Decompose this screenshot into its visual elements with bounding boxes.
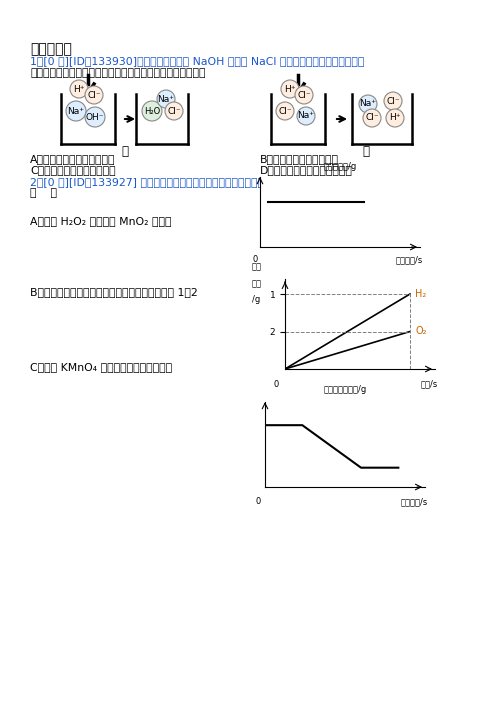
Text: OH⁻: OH⁻ [86, 112, 104, 121]
Text: C．加热 KMnO₄ 制氧气后剩余固体的质量: C．加热 KMnO₄ 制氧气后剩余固体的质量 [30, 362, 172, 372]
Text: Na⁺: Na⁺ [158, 95, 175, 103]
Text: B．水通电分解时正极与负极产生气体的质量比是 1：2: B．水通电分解时正极与负极产生气体的质量比是 1：2 [30, 287, 198, 297]
Circle shape [363, 109, 381, 127]
Text: Cl⁻: Cl⁻ [87, 91, 101, 100]
Circle shape [295, 86, 313, 104]
Text: Na⁺: Na⁺ [360, 100, 376, 109]
Text: 0: 0 [273, 380, 279, 389]
Text: A．物质间均未发生化学反应: A．物质间均未发生化学反应 [30, 154, 116, 164]
Text: Cl⁻: Cl⁻ [386, 96, 400, 105]
Text: 质量: 质量 [252, 279, 262, 288]
Circle shape [276, 102, 294, 120]
Text: Cl⁻: Cl⁻ [365, 114, 379, 123]
Circle shape [281, 80, 299, 98]
Circle shape [359, 95, 377, 113]
Circle shape [85, 107, 105, 127]
Text: 反应时间/s: 反应时间/s [401, 497, 428, 506]
Text: D．图甲可表示酸碱反应的实质: D．图甲可表示酸碱反应的实质 [260, 165, 353, 175]
Text: Cl⁻: Cl⁻ [167, 107, 181, 116]
Text: H₂: H₂ [415, 289, 426, 299]
Circle shape [85, 86, 103, 104]
Text: 乙: 乙 [363, 145, 370, 158]
Text: Na⁺: Na⁺ [298, 112, 314, 121]
Text: /g: /g [252, 296, 260, 304]
Text: H⁺: H⁺ [284, 84, 296, 93]
Text: Cl⁻: Cl⁻ [278, 107, 292, 116]
Text: 现象。混合后相关变化的微观示意图如下，下列说法正确的是: 现象。混合后相关变化的微观示意图如下，下列说法正确的是 [30, 68, 205, 78]
Text: 一、选择题: 一、选择题 [30, 42, 72, 56]
Text: 固体的质量/g: 固体的质量/g [323, 162, 357, 171]
Circle shape [70, 80, 88, 98]
Circle shape [157, 90, 175, 108]
Text: C．混合后溶液酸碱性都不变: C．混合后溶液酸碱性都不变 [30, 165, 116, 175]
Text: Na⁺: Na⁺ [67, 107, 84, 116]
Text: H⁺: H⁺ [389, 114, 401, 123]
Circle shape [142, 101, 162, 121]
Text: 2．[0 分][ID：133927] 下列四个图象的变化趋势或反映的现象，能正确描述对应操作的是: 2．[0 分][ID：133927] 下列四个图象的变化趋势或反映的现象，能正确… [30, 177, 329, 187]
Text: Cl⁻: Cl⁻ [297, 91, 311, 100]
Circle shape [66, 101, 86, 121]
Text: 0: 0 [252, 256, 258, 265]
Text: B．变化中都有新物质产生: B．变化中都有新物质产生 [260, 154, 339, 164]
Circle shape [165, 102, 183, 120]
Text: 甲: 甲 [122, 145, 128, 158]
Circle shape [297, 107, 315, 125]
Text: 时间/s: 时间/s [421, 380, 438, 389]
Text: 0: 0 [256, 497, 261, 506]
Text: 反应时间/s: 反应时间/s [396, 256, 423, 265]
Text: H₂O: H₂O [144, 107, 160, 116]
Circle shape [386, 109, 404, 127]
Text: （    ）: （ ） [30, 188, 57, 198]
Text: 剩余固体的质量/g: 剩余固体的质量/g [323, 385, 367, 394]
Text: O₂: O₂ [415, 326, 427, 336]
Text: 气体: 气体 [252, 263, 262, 272]
Text: 1．[0 分][ID：133930]将稀盐酸分别滴入 NaOH 溶液和 NaCl 溶液中，充分混合后均无明显: 1．[0 分][ID：133930]将稀盐酸分别滴入 NaOH 溶液和 NaCl… [30, 56, 365, 66]
Text: A．分解 H₂O₂ 制氧气中 MnO₂ 的质量: A．分解 H₂O₂ 制氧气中 MnO₂ 的质量 [30, 216, 172, 226]
Circle shape [384, 92, 402, 110]
Text: H⁺: H⁺ [73, 84, 85, 93]
